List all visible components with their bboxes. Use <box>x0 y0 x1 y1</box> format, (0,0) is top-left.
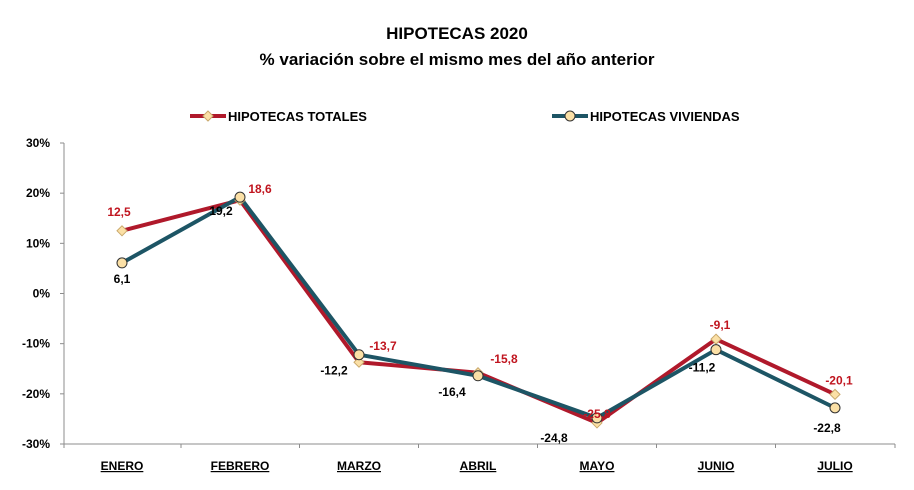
data-point <box>234 191 246 203</box>
series-line <box>121 195 836 420</box>
data-label: -20,1 <box>825 373 853 387</box>
data-point <box>353 356 365 368</box>
x-tick-label: ABRIL <box>460 459 497 473</box>
x-tick-label: MAYO <box>580 459 615 473</box>
series-lines <box>121 195 836 425</box>
data-label: -11,2 <box>689 361 716 375</box>
series-line <box>121 198 836 425</box>
data-label: 19,2 <box>209 204 233 218</box>
legend-marker <box>564 110 576 122</box>
data-label: -9,1 <box>710 318 731 332</box>
legend-label: HIPOTECAS VIVIENDAS <box>590 109 740 124</box>
chart-title: HIPOTECAS 2020 <box>386 24 528 43</box>
x-tick-label: JUNIO <box>698 459 735 473</box>
chart-subtitle: % variación sobre el mismo mes del año a… <box>259 50 655 69</box>
data-label: -22,8 <box>813 421 841 435</box>
data-point <box>116 225 128 237</box>
legend-marker <box>202 110 214 122</box>
data-label: 12,5 <box>107 205 131 219</box>
y-tick-label: 30% <box>26 136 50 150</box>
data-point <box>353 349 365 361</box>
x-tick-label: JULIO <box>817 459 852 473</box>
data-labels: 12,5 18,6 -13,7 -15,8 -25,8 -9,1 -20,1 6,1 19,2 -… <box>107 182 853 445</box>
y-tick-label: -20% <box>22 387 50 401</box>
data-point <box>710 344 722 356</box>
y-tick-label: -10% <box>22 337 50 351</box>
data-point <box>591 412 603 424</box>
legend: HIPOTECAS TOTALES HIPOTECAS VIVIENDAS <box>190 109 740 124</box>
data-point <box>829 388 841 401</box>
data-point <box>116 257 128 269</box>
data-label: -15,8 <box>490 352 518 366</box>
data-point <box>710 333 722 345</box>
y-tick-label: 0% <box>33 287 51 301</box>
data-point <box>829 402 841 414</box>
x-tick-label: MARZO <box>337 459 381 473</box>
data-label: -16,4 <box>438 385 466 399</box>
axes: 30% 20% 10% 0% -10% -20% -30% ENERO FEBRERO MARZO… <box>22 136 896 473</box>
y-tick-label: -30% <box>22 437 50 451</box>
data-label: 18,6 <box>248 182 272 196</box>
legend-label: HIPOTECAS TOTALES <box>228 109 367 124</box>
data-label: -25,8 <box>583 407 611 421</box>
y-tick-label: 10% <box>26 236 50 250</box>
data-label: 6,1 <box>114 272 131 286</box>
series-markers <box>116 191 841 429</box>
data-point <box>472 370 484 382</box>
data-label: -12,2 <box>320 364 348 378</box>
x-tick-label: ENERO <box>101 459 144 473</box>
x-tick-label: FEBRERO <box>211 459 270 473</box>
data-label: -13,7 <box>369 339 397 353</box>
data-label: -24,8 <box>540 431 568 445</box>
y-tick-label: 20% <box>26 186 50 200</box>
